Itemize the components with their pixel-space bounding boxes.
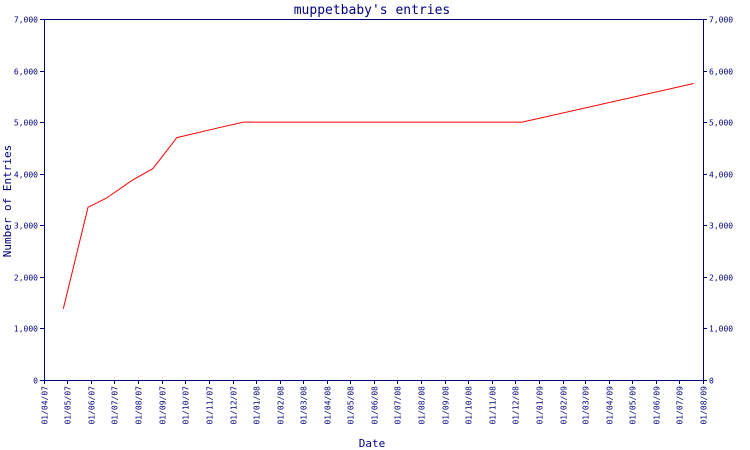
x-tick-label: 01/01/09 [536, 386, 545, 425]
y-tick-label-left: 7,000 [14, 16, 38, 25]
y-tick-label-left: 1,000 [14, 325, 38, 334]
x-tick-label: 01/09/07 [159, 386, 168, 425]
x-tick-label: 01/07/07 [111, 386, 120, 425]
y-tick-label-right: 2,000 [709, 274, 733, 283]
x-tick-label: 01/06/08 [371, 386, 380, 425]
x-tick-label: 01/11/07 [206, 386, 215, 425]
x-tick-label: 01/06/07 [88, 386, 97, 425]
x-axis: 01/04/07 01/05/07 01/06/07 01/07/07 01/08/07… [41, 380, 709, 425]
y-tick-label-right: 4,000 [709, 171, 733, 180]
y-tick-label-left: 6,000 [14, 68, 38, 77]
x-tick-label: 01/07/09 [676, 386, 685, 425]
x-tick-label: 01/12/07 [230, 386, 239, 425]
x-tick-label: 01/06/09 [653, 386, 662, 425]
y-axis-label: Number of Entries [1, 145, 14, 258]
x-tick-label: 01/03/09 [582, 386, 591, 425]
y-tick-label-left: 3,000 [14, 222, 38, 231]
x-tick-label: 01/02/09 [560, 386, 569, 425]
plot-frame [44, 19, 704, 381]
x-tick-label: 01/08/09 [700, 386, 709, 425]
x-tick-label: 01/09/08 [442, 386, 451, 425]
x-tick-label: 01/05/09 [629, 386, 638, 425]
x-axis-label: Date [359, 437, 386, 450]
x-tick-label: 01/12/08 [512, 386, 521, 425]
y-tick-label-right: 3,000 [709, 222, 733, 231]
x-tick-label: 01/07/08 [394, 386, 403, 425]
x-tick-label: 01/08/07 [135, 386, 144, 425]
y-tick-label-left: 5,000 [14, 119, 38, 128]
y-tick-label-right: 1,000 [709, 325, 733, 334]
x-tick-label: 01/10/08 [465, 386, 474, 425]
x-tick-label: 01/05/07 [64, 386, 73, 425]
y-axis-right: 0 1,000 2,000 3,000 4,000 5,000 6,000 7,000 [703, 16, 733, 386]
x-tick-label: 01/11/08 [489, 386, 498, 425]
x-tick-label: 01/05/08 [347, 386, 356, 425]
series-layer [62, 83, 694, 309]
x-tick-label: 01/04/07 [41, 386, 50, 425]
x-tick-label: 01/02/08 [277, 386, 286, 425]
x-tick-label: 01/01/08 [253, 386, 262, 425]
chart-title: muppetbaby's entries [294, 3, 451, 18]
y-tick-label-right: 7,000 [709, 16, 733, 25]
x-tick-label: 01/04/09 [606, 386, 615, 425]
series-line [62, 83, 694, 309]
x-tick-label: 01/04/08 [324, 386, 333, 425]
y-tick-label-right: 0 [709, 377, 714, 386]
y-tick-label-left: 4,000 [14, 171, 38, 180]
x-tick-label: 01/10/07 [182, 386, 191, 425]
y-tick-label-right: 6,000 [709, 68, 733, 77]
y-axis-left: 0 1,000 2,000 3,000 4,000 5,000 6,000 7,000 [14, 16, 44, 386]
y-tick-label-left: 0 [33, 377, 38, 386]
x-tick-label: 01/08/08 [418, 386, 427, 425]
x-tick-label: 01/03/08 [300, 386, 309, 425]
y-tick-label-right: 5,000 [709, 119, 733, 128]
y-tick-label-left: 2,000 [14, 274, 38, 283]
